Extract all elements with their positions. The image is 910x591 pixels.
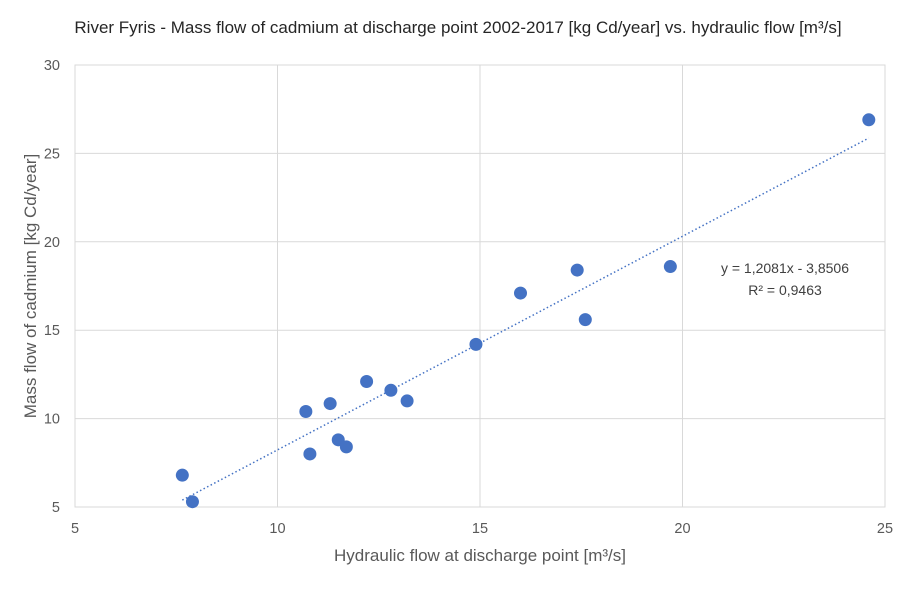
trendline [181, 137, 870, 501]
data-point [323, 397, 337, 411]
x-tick-label: 20 [674, 521, 690, 537]
x-tick-label: 10 [269, 521, 285, 537]
data-point [303, 447, 317, 461]
y-tick-labels: 5 10 15 20 25 30 [44, 58, 60, 516]
data-point [663, 260, 677, 274]
y-tick-label: 10 [44, 412, 60, 428]
data-point [514, 286, 527, 300]
data-point [578, 313, 592, 327]
x-tick-label: 25 [877, 521, 893, 537]
data-point [360, 374, 374, 388]
data-point [862, 113, 876, 127]
x-axis-title: Hydraulic flow at discharge point [m³/s] [334, 546, 626, 565]
data-point [469, 337, 483, 351]
data-point [570, 263, 584, 277]
data-point [339, 440, 353, 454]
data-point [299, 405, 313, 419]
x-tick-label: 5 [71, 521, 79, 537]
trendline-group [181, 137, 870, 501]
data-points [175, 113, 876, 509]
x-tick-labels: 5 10 15 20 25 [71, 521, 893, 537]
y-tick-label: 5 [52, 500, 60, 516]
y-tick-label: 30 [44, 58, 60, 74]
trendline-equation: y = 1,2081x - 3,8506 [721, 260, 849, 276]
x-tick-label: 15 [472, 521, 488, 537]
data-point [185, 495, 199, 509]
data-point [384, 383, 398, 397]
y-tick-label: 20 [44, 235, 60, 251]
y-tick-label: 25 [44, 146, 60, 162]
trendline-r-squared: R² = 0,9463 [748, 282, 822, 298]
data-point [175, 468, 189, 482]
data-point [400, 394, 414, 408]
y-tick-label: 15 [44, 323, 60, 339]
plot-area [74, 64, 886, 508]
chart-title: River Fyris - Mass flow of cadmium at di… [74, 18, 841, 37]
y-axis-title: Mass flow of cadmium [kg Cd/year] [21, 154, 40, 419]
